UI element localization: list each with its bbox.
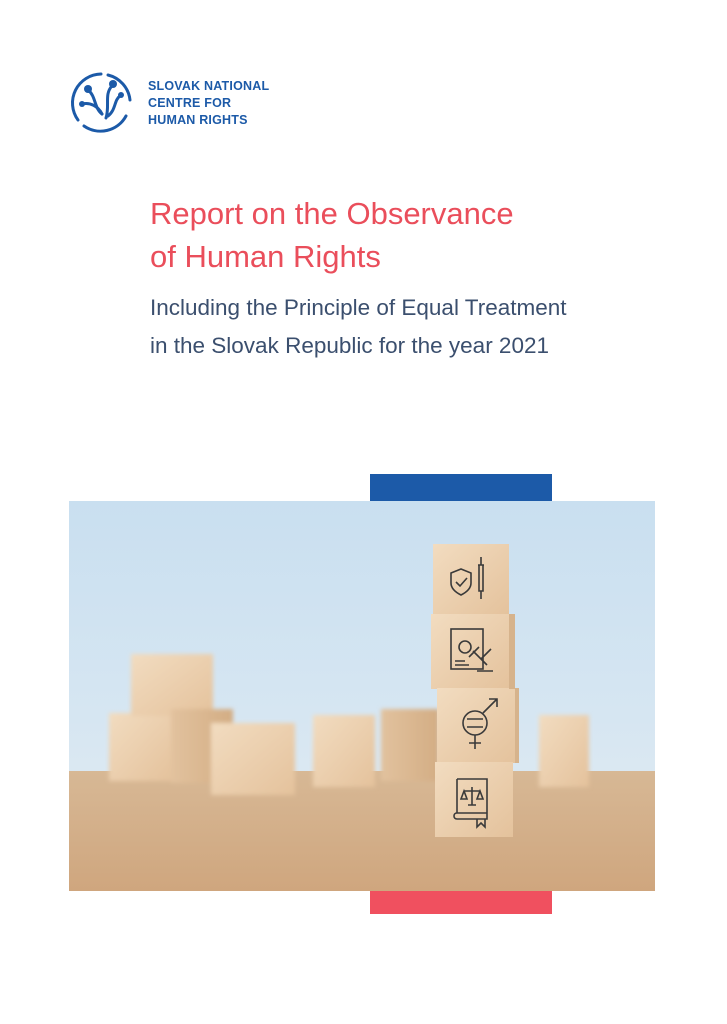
organization-name-line-2: CENTRE FOR bbox=[148, 96, 232, 110]
top-accent-bar bbox=[370, 474, 552, 501]
law-book-scales-icon bbox=[453, 778, 488, 829]
document-gavel-icon bbox=[450, 628, 493, 672]
report-subtitle: Including the Principle of Equal Treatme… bbox=[150, 289, 720, 365]
organization-name-line-3: HUMAN RIGHTS bbox=[148, 113, 248, 127]
cover-photo bbox=[69, 501, 655, 891]
report-title-line-1: Report on the Observance bbox=[150, 196, 514, 231]
bottom-accent-bar bbox=[370, 891, 552, 914]
stacked-blocks bbox=[431, 544, 519, 837]
report-title-line-2: of Human Rights bbox=[150, 239, 381, 274]
report-title: Report on the Observance of Human Rights bbox=[150, 192, 710, 278]
report-subtitle-line-1: Including the Principle of Equal Treatme… bbox=[150, 295, 567, 320]
organization-name-line-1: SLOVAK NATIONAL bbox=[148, 79, 270, 93]
report-subtitle-line-2: in the Slovak Republic for the year 2021 bbox=[150, 333, 549, 358]
gender-equality-icon bbox=[462, 698, 498, 749]
organization-name: SLOVAK NATIONAL CENTRE FOR HUMAN RIGHTS bbox=[148, 78, 269, 129]
shield-syringe-icon bbox=[450, 557, 484, 599]
organization-logo-icon bbox=[71, 72, 132, 133]
